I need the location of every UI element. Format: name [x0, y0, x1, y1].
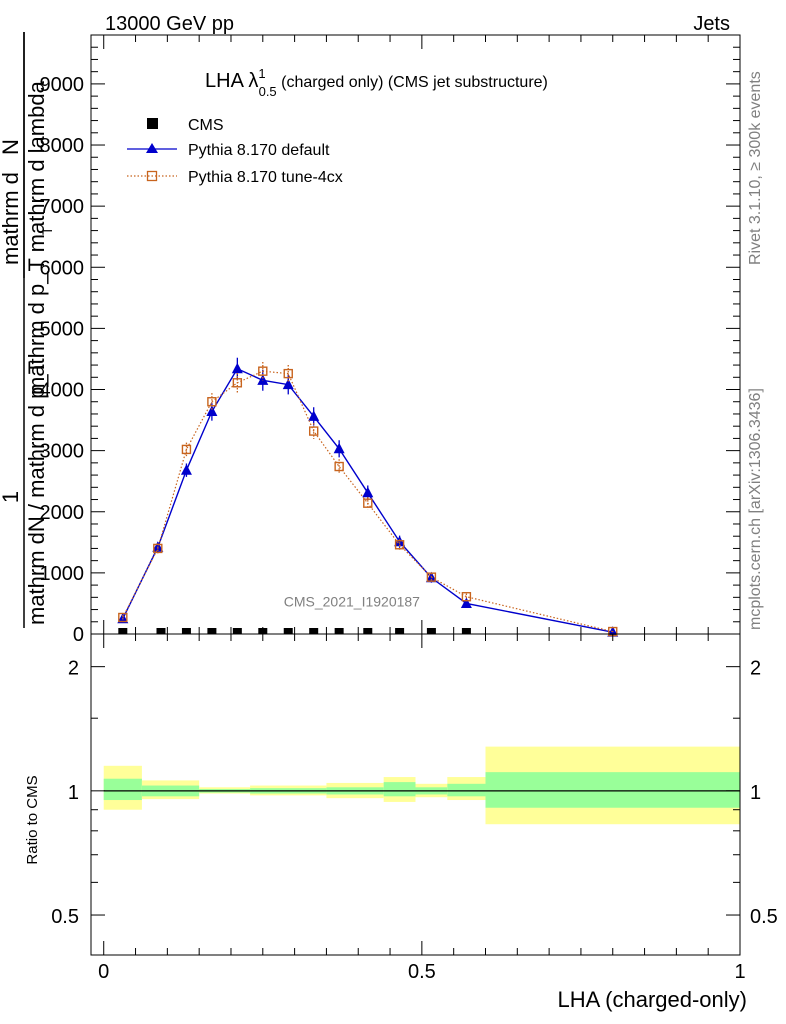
x-tick-label: 0.5 — [408, 961, 436, 983]
y-label-overlay-numerator: mathrm d — [0, 172, 23, 265]
y-tick-label: 2000 — [40, 502, 85, 524]
tune-data-point — [258, 366, 268, 376]
ratio-y-tick-label-right: 1 — [750, 782, 761, 804]
legend-marker-default — [146, 143, 158, 153]
legend-marker-tune — [146, 170, 158, 182]
category-label: Jets — [693, 13, 730, 35]
default-data-point — [282, 378, 294, 390]
series-layer — [117, 357, 619, 637]
legend: CMS Pythia 8.170 default Pythia 8.170 tu… — [127, 117, 343, 186]
y-label-overlay-subscript: T — [39, 226, 55, 235]
tune-data-point — [283, 368, 293, 379]
cms-data-point — [334, 628, 344, 634]
y-tick-label: 7000 — [40, 196, 85, 218]
tune-data-point — [426, 572, 437, 582]
cms-data-point — [258, 628, 268, 634]
y-tick-label: 0 — [73, 624, 84, 646]
legend-label-default: Pythia 8.170 default — [188, 142, 330, 159]
analysis-watermark: CMS_2021_I1920187 — [284, 593, 420, 609]
chart-title-rest: (charged only) (CMS jet substructure) — [277, 74, 548, 91]
tune-data-point — [153, 543, 163, 554]
y-label-overlay-denominator: mathrm d p_T mathrm d lambda — [24, 80, 49, 395]
y-tick-label: 8000 — [40, 135, 85, 157]
cms-data-point — [283, 628, 293, 634]
tune-series-line — [122, 370, 613, 633]
cms-data-point — [395, 628, 405, 634]
y-tick-label: 4000 — [40, 380, 85, 402]
y-tick-label: 3000 — [40, 441, 85, 463]
cms-data-point — [363, 628, 373, 634]
default-data-point — [257, 374, 269, 385]
ratio-y-tick-label: 0.5 — [51, 906, 79, 928]
tune-data-point — [461, 592, 472, 602]
x-tick-label: 1 — [734, 961, 745, 983]
x-tick-label: 0 — [98, 961, 109, 983]
default-series-line — [122, 367, 613, 633]
y-tick-label: 1000 — [40, 563, 85, 585]
y-tick-label: 6000 — [40, 257, 85, 279]
cms-data-point — [207, 628, 217, 634]
default-data-point — [460, 597, 472, 608]
rivet-label: Rivet 3.1.10, ≥ 300k events — [747, 71, 764, 265]
y-label-denominator: mathrm dN / mathrm d p_T — [24, 361, 49, 625]
default-data-point — [231, 362, 243, 374]
default-data-point — [308, 410, 320, 421]
mcplots-label: mcplots.cern.ch [arXiv:1306.3436] — [747, 388, 764, 630]
tune-data-point — [232, 378, 243, 388]
tune-data-point — [394, 540, 405, 550]
legend-label-cms: CMS — [188, 117, 224, 134]
ratio-y-ticks: 0.5 0.5 1 1 2 2 — [51, 658, 778, 928]
chart-title: LHA λ1 0.5 (charged only) (CMS jet substr… — [205, 66, 548, 99]
cms-data-point — [118, 628, 128, 634]
tune-data-point — [363, 498, 373, 508]
ratio-panel-frame — [90, 633, 741, 956]
cms-data-point — [461, 628, 471, 634]
ratio-band-inner — [447, 783, 486, 797]
default-data-point — [362, 486, 374, 498]
main-x-ticks — [103, 35, 741, 634]
energy-label: 13000 GeV pp — [105, 13, 234, 35]
y-label-numerator: 1 — [0, 491, 23, 503]
ratio-y-tick-label-right: 0.5 — [750, 906, 778, 928]
default-data-point — [206, 405, 218, 417]
main-y-axis-label: 1 mathrm dN / mathrm d p_T mathrm d N ma… — [0, 32, 55, 628]
ratio-band-inner — [485, 772, 740, 808]
x-axis-label: LHA (charged-only) — [557, 987, 747, 1012]
default-data-point — [333, 442, 345, 454]
cms-data-point — [309, 628, 319, 634]
chart-title-main: LHA λ — [205, 70, 258, 92]
default-data-point — [180, 464, 192, 475]
cms-data-point — [181, 628, 191, 634]
default-data-point — [117, 612, 129, 624]
ratio-y-tick-label: 1 — [68, 782, 79, 804]
legend-label-tune: Pythia 8.170 tune-4cx — [188, 169, 343, 186]
legend-marker-cms — [147, 118, 158, 129]
default-data-point — [152, 541, 164, 552]
ratio-y-tick-label-right: 2 — [750, 658, 761, 680]
cms-data-point — [232, 628, 242, 634]
main-panel: 0 1000 2000 3000 4000 5000 6000 7000 8000 9000 CM… — [40, 34, 741, 646]
chart-title-sup: 1 — [258, 66, 265, 81]
y-label-overlay-n: N — [0, 139, 23, 155]
tune-data-point — [308, 426, 319, 436]
ratio-y-tick-label: 2 — [68, 658, 79, 680]
ratio-x-ticks: 0 0.5 1 — [98, 634, 746, 983]
main-y-ticks: 0 1000 2000 3000 4000 5000 6000 7000 8000 9000 — [40, 34, 740, 646]
ratio-band-inner — [383, 782, 416, 797]
ratio-panel: 0.5 0.51 12 2 0 0.5 1 — [51, 633, 778, 983]
cms-data-point — [156, 628, 166, 634]
chart-title-sub: 0.5 — [259, 84, 277, 99]
y-tick-label: 9000 — [40, 74, 85, 96]
y-tick-label: 5000 — [40, 318, 85, 340]
ratio-band-inner — [103, 778, 142, 801]
tune-data-point — [118, 612, 128, 623]
ratio-y-axis-label: Ratio to CMS — [24, 775, 41, 864]
tune-data-point — [181, 444, 192, 455]
cms-data-point — [426, 628, 436, 634]
tune-data-point — [334, 461, 344, 472]
ratio-bands — [103, 746, 740, 825]
tune-data-point — [207, 397, 217, 407]
